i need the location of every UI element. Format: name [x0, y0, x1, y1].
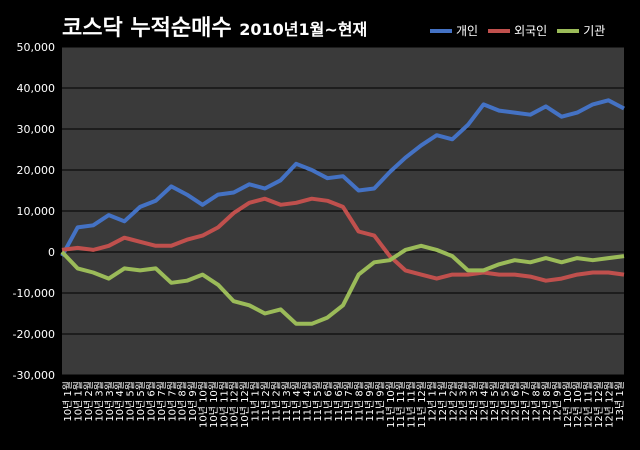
- x-tick-label: 11년 12월: [416, 381, 428, 428]
- x-tick-label: 12년 10월: [562, 381, 574, 428]
- y-tick-label: -30,000: [13, 369, 55, 382]
- x-tick-label: 13년 1월: [614, 381, 626, 422]
- legend-item-individual: 개인: [430, 22, 478, 39]
- y-tick-label: -10,000: [13, 287, 55, 300]
- x-tick-label: 10년 3월: [93, 381, 105, 422]
- x-tick-label: 12년 10월: [572, 381, 584, 428]
- x-tick-label: 12년 4월: [479, 381, 491, 422]
- x-tick-label: 12년 1월: [437, 381, 449, 422]
- x-tick-label: 12년 5월: [499, 381, 511, 422]
- x-tick-label: 12년 3월: [468, 381, 480, 422]
- y-tick-label: 10,000: [17, 205, 56, 218]
- x-tick-label: 10년 9월: [187, 381, 199, 422]
- x-tick-label: 11년 9월: [364, 381, 376, 422]
- x-tick-label: 11년 1월: [250, 381, 262, 422]
- y-tick-label: -20,000: [13, 328, 55, 341]
- legend-label: 외국인: [514, 24, 548, 38]
- y-tick-label: 20,000: [17, 164, 56, 177]
- x-tick-label: 10년 7월: [156, 381, 168, 422]
- x-tick-label: 10년 11월: [218, 381, 230, 428]
- legend-swatch: [430, 28, 452, 33]
- series-line: [60, 243, 625, 326]
- x-tick-label: 12년 3월: [458, 381, 470, 422]
- y-tick-label: 0: [48, 246, 55, 259]
- x-tick-label: 12년 12월: [593, 381, 605, 428]
- x-tick-label: 11년 11월: [406, 381, 418, 428]
- chart-title: 코스닥 누적순매수 2010년1월~현재: [62, 10, 367, 42]
- x-tick-label: 10년 2월: [83, 381, 95, 422]
- x-tick-label: 12년 11월: [583, 381, 595, 428]
- x-tick-label: 11년 11월: [395, 381, 407, 428]
- x-tick-label: 11년 5월: [312, 381, 324, 422]
- x-tick-label: 10년 3월: [104, 381, 116, 422]
- x-tick-label: 11년 4월: [291, 381, 303, 422]
- series-line: [61, 196, 625, 283]
- x-tick-label: 11년 6월: [322, 381, 334, 422]
- y-tick-label: 40,000: [17, 82, 56, 95]
- x-tick-label: 11년 6월: [333, 381, 345, 422]
- x-tick-label: 12년 8월: [531, 381, 543, 422]
- x-tick-label: 12년 8월: [541, 381, 553, 422]
- x-tick-label: 11년 4월: [302, 381, 314, 422]
- x-tick-label: 10년 4월: [114, 381, 126, 422]
- x-tick-label: 10년 10월: [208, 381, 220, 428]
- x-tick-label: 10년 7월: [166, 381, 178, 422]
- x-tick-label: 12년 9월: [551, 381, 563, 422]
- legend-label: 개인: [456, 24, 479, 38]
- x-tick-label: 10년 8월: [177, 381, 189, 422]
- legend-label: 기관: [583, 24, 606, 38]
- legend-swatch: [488, 28, 511, 33]
- x-tick-label: 11년 7월: [343, 381, 355, 422]
- x-tick-label: 12년 5월: [489, 381, 501, 422]
- legend-swatch: [557, 28, 580, 33]
- x-tick-label: 10년 12월: [229, 381, 241, 428]
- x-tick-label: 11년 9월: [374, 381, 386, 422]
- y-tick-label: 30,000: [17, 123, 56, 136]
- legend-item-foreign: 외국인: [488, 22, 547, 39]
- chart-title-main: 코스닥 누적순매수: [62, 16, 232, 41]
- chart-subtitle: 2010년1월~현재: [239, 20, 368, 39]
- x-tick-label: 11년 3월: [281, 381, 293, 422]
- x-tick-label: 12년 7월: [520, 381, 532, 422]
- x-tick-label: 11년 2월: [270, 381, 282, 422]
- x-tick-label: 12년 12월: [603, 381, 615, 428]
- x-tick-label: 10년 10월: [198, 381, 210, 428]
- x-tick-label: 10년 12월: [239, 381, 251, 428]
- x-tick-label: 11년 8월: [354, 381, 366, 422]
- chart-legend: 개인 외국인 기관: [430, 22, 605, 39]
- x-tick-label: 10년 5월: [125, 381, 137, 422]
- x-tick-label: 10년 5월: [135, 381, 147, 422]
- x-tick-label: 10년 1월: [73, 381, 85, 422]
- x-tick-label: 10년 6월: [145, 381, 157, 422]
- legend-item-institution: 기관: [557, 22, 605, 39]
- y-tick-label: 50,000: [17, 41, 56, 54]
- x-tick-label: 11년 10월: [385, 381, 397, 428]
- x-tick-label: 12년 2월: [447, 381, 459, 422]
- x-tick-label: 12년 6월: [510, 381, 522, 422]
- x-tick-label: 11년 2월: [260, 381, 272, 422]
- series-line: [60, 98, 625, 258]
- x-tick-label: 10년 1월: [62, 381, 74, 422]
- x-tick-label: 12년 1월: [426, 381, 438, 422]
